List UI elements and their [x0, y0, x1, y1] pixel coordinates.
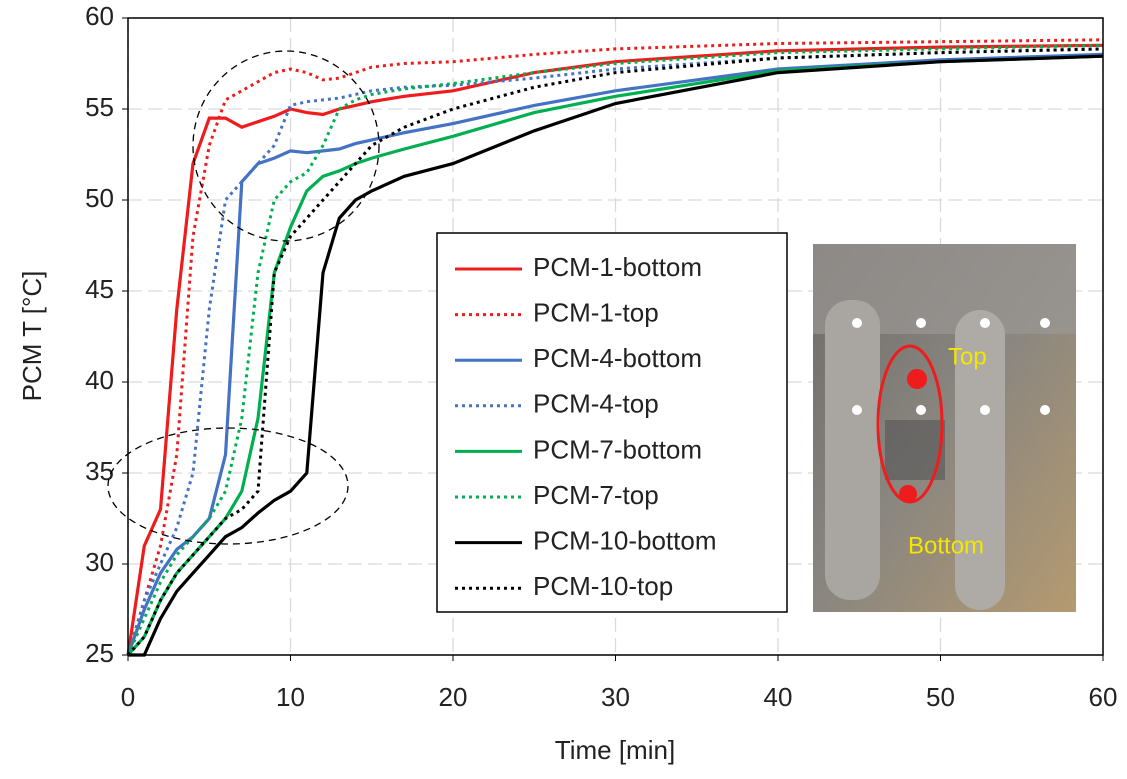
- legend-label: PCM-4-bottom: [533, 343, 702, 373]
- legend-label: PCM-1-top: [533, 297, 659, 327]
- legend-box: [436, 232, 788, 613]
- x-tick-label: 0: [121, 682, 135, 712]
- plot-frame: [127, 17, 1104, 656]
- series-line: [126, 43, 1104, 656]
- photo-tube: [825, 300, 880, 600]
- y-tick-label: 30: [85, 547, 114, 577]
- legend-label: PCM-4-top: [533, 389, 659, 419]
- sensor-dots: [852, 318, 1050, 415]
- x-tick-label: 30: [601, 682, 630, 712]
- sensor-bottom: [899, 485, 917, 503]
- y-tick-label: 45: [85, 274, 114, 304]
- legend-label: PCM-7-top: [533, 480, 659, 510]
- legend-label: PCM-10-top: [533, 571, 673, 601]
- y-tick-label: 35: [85, 456, 114, 486]
- y-tick-label: 25: [85, 638, 114, 668]
- y-tick-label: 40: [85, 365, 114, 395]
- series-line: [126, 47, 1104, 657]
- y-tick-label: 55: [85, 92, 114, 122]
- x-tick-label: 50: [926, 682, 955, 712]
- series-line: [126, 43, 1104, 656]
- photo-label: Top: [948, 343, 987, 370]
- sensor-top: [907, 369, 927, 389]
- y-axis-label: PCM T [°C]: [17, 271, 47, 402]
- photo-label: Bottom: [908, 532, 984, 559]
- x-tick-label: 40: [764, 682, 793, 712]
- legend-label: PCM-7-bottom: [533, 434, 702, 464]
- photo-tube: [955, 310, 1005, 610]
- x-tick-label: 10: [276, 682, 305, 712]
- series-line: [126, 38, 1104, 656]
- highlight-ellipse: [107, 427, 349, 545]
- legend-label: PCM-1-bottom: [533, 252, 702, 282]
- x-axis-label: Time [min]: [555, 735, 675, 765]
- inset-photo: Top Bottom: [813, 244, 1076, 612]
- highlight-ellipse: [192, 50, 380, 242]
- series-line: [128, 54, 1104, 657]
- x-tick-label: 20: [439, 682, 468, 712]
- y-tick-label: 60: [85, 1, 114, 31]
- x-tick-label: 60: [1089, 682, 1118, 712]
- legend-label: PCM-10-bottom: [533, 525, 717, 555]
- y-tick-label: 50: [85, 183, 114, 213]
